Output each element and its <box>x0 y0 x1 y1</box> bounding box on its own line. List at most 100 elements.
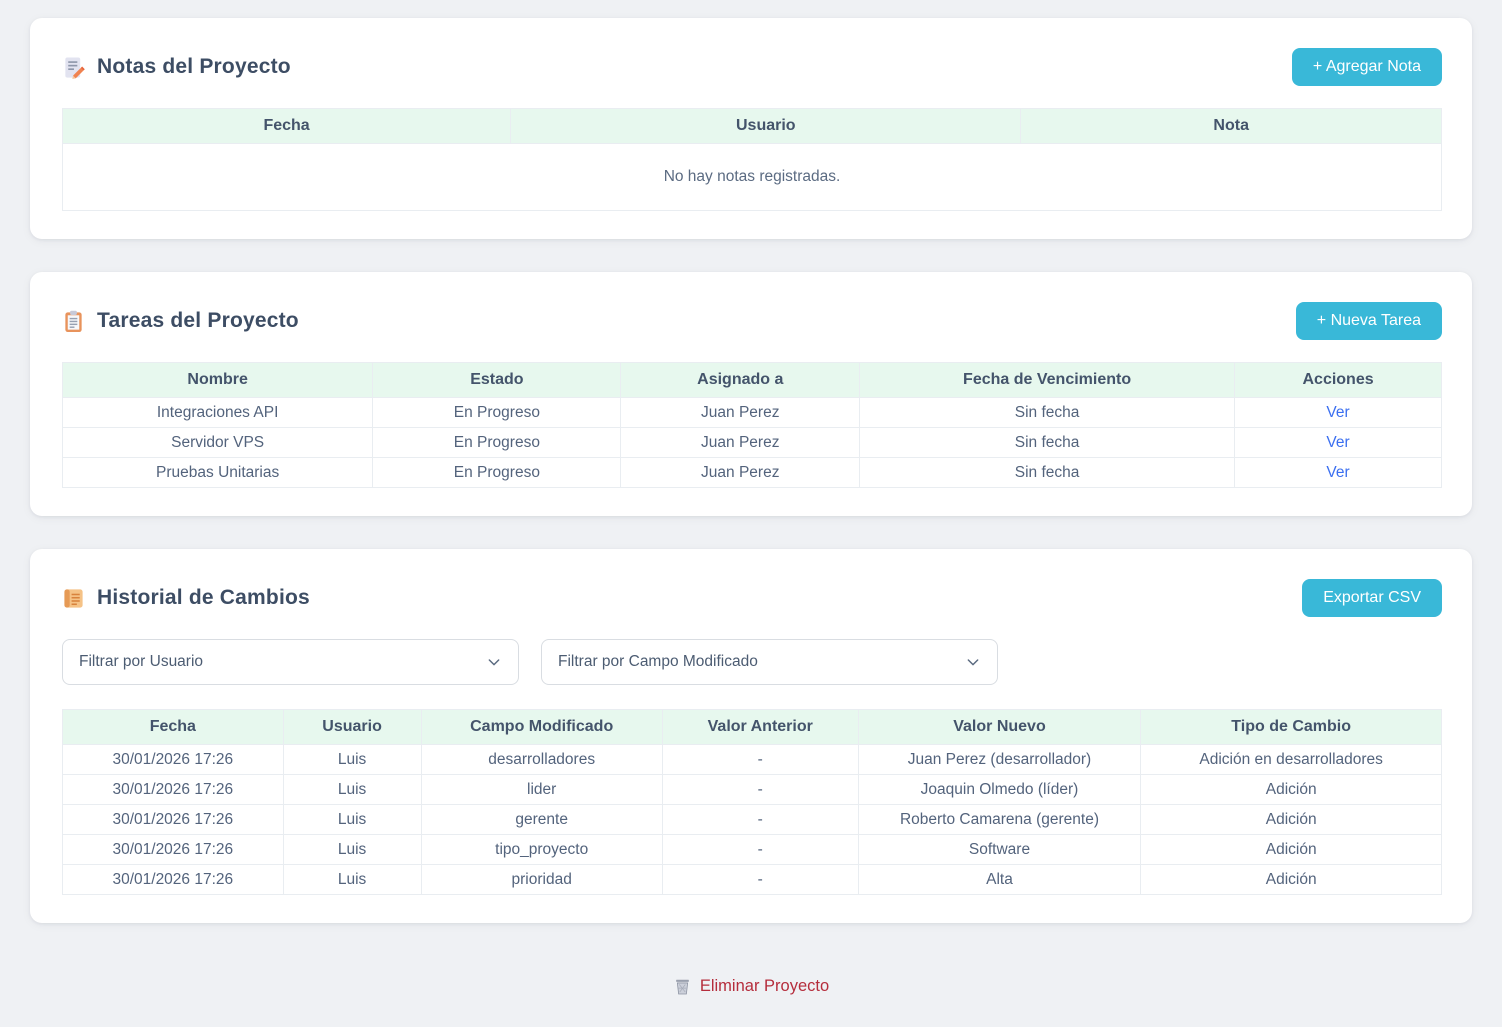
task-assignee: Juan Perez <box>620 457 861 488</box>
project-detail-page: Notas del Proyecto + Agregar Nota Fecha … <box>30 18 1472 1001</box>
task-assignee: Juan Perez <box>620 397 861 428</box>
history-col-usuario: Usuario <box>282 709 422 745</box>
history-section-title: Historial de Cambios <box>97 586 310 609</box>
history-field: tipo_proyecto <box>420 834 663 865</box>
table-row: 30/01/2026 17:26 Luis lider - Joaquin Ol… <box>62 774 1442 805</box>
notes-table: Fecha Usuario Nota No hay notas registra… <box>61 108 1442 211</box>
filter-user-select[interactable]: Filtrar por Usuario <box>62 639 519 685</box>
history-new-value: Alta <box>857 864 1142 895</box>
tasks-card: Tareas del Proyecto + Nueva Tarea Nombre… <box>30 272 1472 516</box>
export-csv-button[interactable]: Exportar CSV <box>1302 579 1442 617</box>
memo-icon <box>62 56 85 79</box>
history-old-value: - <box>661 744 859 775</box>
wastebasket-icon <box>673 977 692 996</box>
task-due-date: Sin fecha <box>859 427 1236 458</box>
history-user: Luis <box>282 864 422 895</box>
view-task-link[interactable]: Ver <box>1326 433 1350 451</box>
tasks-col-vencimiento: Fecha de Vencimiento <box>859 362 1236 398</box>
history-user: Luis <box>282 804 422 835</box>
view-task-link[interactable]: Ver <box>1326 403 1350 421</box>
history-table-header-row: Fecha Usuario Campo Modificado Valor Ant… <box>62 709 1442 745</box>
history-new-value: Joaquin Olmedo (líder) <box>857 774 1142 805</box>
history-field: desarrolladores <box>420 744 663 775</box>
table-row: Pruebas Unitarias En Progreso Juan Perez… <box>61 457 1442 488</box>
history-col-valor-anterior: Valor Anterior <box>661 709 859 745</box>
task-name: Integraciones API <box>61 397 374 428</box>
history-new-value: Juan Perez (desarrollador) <box>857 744 1142 775</box>
clipboard-icon <box>62 310 85 333</box>
table-row: Servidor VPS En Progreso Juan Perez Sin … <box>61 427 1442 458</box>
history-old-value: - <box>661 774 859 805</box>
history-field: prioridad <box>420 864 663 895</box>
tasks-table: Nombre Estado Asignado a Fecha de Vencim… <box>61 362 1442 488</box>
history-user: Luis <box>282 774 422 805</box>
history-user: Luis <box>282 744 422 775</box>
task-status: En Progreso <box>372 427 622 458</box>
tasks-section-title: Tareas del Proyecto <box>97 309 299 332</box>
task-due-date: Sin fecha <box>859 397 1236 428</box>
history-old-value: - <box>661 864 859 895</box>
notes-empty-row: No hay notas registradas. <box>62 143 1442 211</box>
history-filters: Filtrar por Usuario Filtrar por Campo Mo… <box>62 639 1442 685</box>
history-change-type: Adición <box>1140 864 1442 895</box>
page-footer: Eliminar Proyecto <box>30 956 1472 1001</box>
history-date: 30/01/2026 17:26 <box>62 744 284 775</box>
task-status: En Progreso <box>372 457 622 488</box>
history-date: 30/01/2026 17:26 <box>62 774 284 805</box>
history-new-value: Software <box>857 834 1142 865</box>
history-user: Luis <box>282 834 422 865</box>
table-row: 30/01/2026 17:26 Luis tipo_proyecto - So… <box>62 834 1442 865</box>
filter-field-select[interactable]: Filtrar por Campo Modificado <box>541 639 998 685</box>
tasks-col-acciones: Acciones <box>1234 362 1442 398</box>
notes-col-fecha: Fecha <box>61 108 512 144</box>
history-field: lider <box>420 774 663 805</box>
history-change-type: Adición <box>1140 804 1442 835</box>
delete-project-link[interactable]: Eliminar Proyecto <box>673 977 829 996</box>
notes-card-header: Notas del Proyecto + Agregar Nota <box>62 48 1442 86</box>
filter-field-label: Filtrar por Campo Modificado <box>558 653 758 670</box>
add-note-button[interactable]: + Agregar Nota <box>1291 48 1442 86</box>
history-table: Fecha Usuario Campo Modificado Valor Ant… <box>62 709 1442 895</box>
notes-section-title: Notas del Proyecto <box>97 55 291 78</box>
table-row: 30/01/2026 17:26 Luis gerente - Roberto … <box>62 804 1442 835</box>
notes-empty-message: No hay notas registradas. <box>62 143 1442 211</box>
view-task-link[interactable]: Ver <box>1326 463 1350 481</box>
history-field: gerente <box>420 804 663 835</box>
delete-project-label: Eliminar Proyecto <box>699 977 830 995</box>
task-status: En Progreso <box>372 397 622 428</box>
history-date: 30/01/2026 17:26 <box>62 804 284 835</box>
history-change-type: Adición en desarrolladores <box>1140 744 1442 775</box>
notes-table-header-row: Fecha Usuario Nota <box>61 108 1442 144</box>
history-col-campo: Campo Modificado <box>420 709 663 745</box>
history-card: Historial de Cambios Exportar CSV Filtra… <box>30 549 1472 923</box>
history-card-header: Historial de Cambios Exportar CSV <box>62 579 1442 617</box>
tasks-col-nombre: Nombre <box>61 362 374 398</box>
task-due-date: Sin fecha <box>859 457 1236 488</box>
tasks-table-header-row: Nombre Estado Asignado a Fecha de Vencim… <box>61 362 1442 398</box>
task-name: Pruebas Unitarias <box>61 457 374 488</box>
history-new-value: Roberto Camarena (gerente) <box>857 804 1142 835</box>
table-row: 30/01/2026 17:26 Luis prioridad - Alta A… <box>62 864 1442 895</box>
history-col-fecha: Fecha <box>62 709 284 745</box>
history-old-value: - <box>661 834 859 865</box>
history-col-tipo: Tipo de Cambio <box>1140 709 1442 745</box>
chevron-down-icon <box>965 654 981 670</box>
tasks-card-header: Tareas del Proyecto + Nueva Tarea <box>62 302 1442 340</box>
filter-user-label: Filtrar por Usuario <box>79 653 204 670</box>
table-row: Integraciones API En Progreso Juan Perez… <box>61 397 1442 428</box>
task-assignee: Juan Perez <box>620 427 861 458</box>
chevron-down-icon <box>486 654 502 670</box>
history-change-type: Adición <box>1140 834 1442 865</box>
table-row: 30/01/2026 17:26 Luis desarrolladores - … <box>62 744 1442 775</box>
new-task-button[interactable]: + Nueva Tarea <box>1295 302 1442 340</box>
history-date: 30/01/2026 17:26 <box>62 834 284 865</box>
task-name: Servidor VPS <box>61 427 374 458</box>
history-col-valor-nuevo: Valor Nuevo <box>857 709 1142 745</box>
history-change-type: Adición <box>1140 774 1442 805</box>
notes-col-usuario: Usuario <box>510 108 1022 144</box>
history-old-value: - <box>661 804 859 835</box>
tasks-col-estado: Estado <box>372 362 622 398</box>
notes-col-nota: Nota <box>1020 108 1442 144</box>
notes-card: Notas del Proyecto + Agregar Nota Fecha … <box>30 18 1472 239</box>
tasks-col-asignado: Asignado a <box>620 362 861 398</box>
